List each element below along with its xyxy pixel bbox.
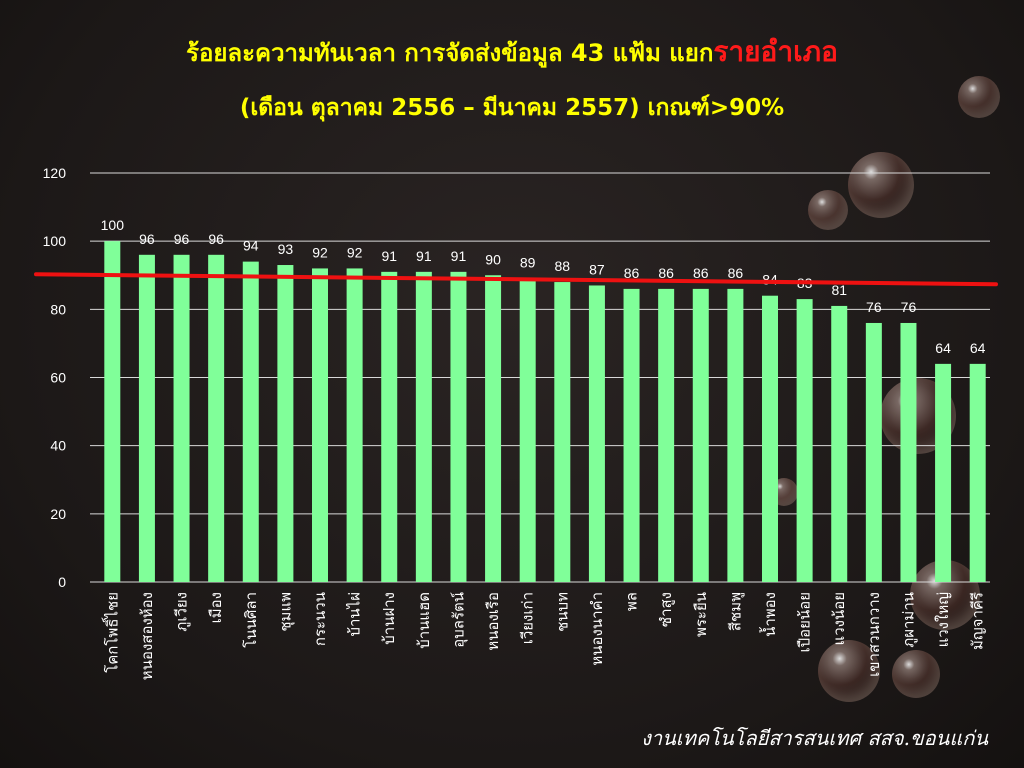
x-tick-label: บ้านไผ่ bbox=[346, 592, 364, 637]
data-label: 86 bbox=[728, 265, 744, 281]
bar bbox=[138, 254, 155, 583]
bar bbox=[450, 271, 467, 582]
x-tick-label: ภูผาม่าน bbox=[899, 592, 917, 648]
bubble-decoration bbox=[958, 76, 1000, 118]
x-tick-label: อุบลรัตน์ bbox=[449, 592, 468, 648]
data-label: 91 bbox=[416, 248, 432, 264]
bar bbox=[312, 268, 328, 582]
bar bbox=[104, 241, 121, 582]
title-highlight: รายอำเภอ bbox=[713, 35, 838, 68]
chart-subtitle: (เดือน ตุลาคม 2556 – มีนาคม 2557) เกณฑ์>… bbox=[239, 95, 785, 121]
data-label: 90 bbox=[485, 251, 501, 267]
y-tick-label: 80 bbox=[50, 301, 66, 317]
data-label: 91 bbox=[381, 248, 397, 264]
bar bbox=[658, 288, 675, 582]
bubble-decoration bbox=[818, 640, 880, 702]
data-label: 96 bbox=[139, 231, 155, 247]
x-tick-label: เปือยน้อย bbox=[796, 592, 814, 653]
bar bbox=[485, 275, 502, 582]
x-tick-label: หนองนาคำ bbox=[588, 592, 606, 666]
x-tick-label: หนองสองห้อง bbox=[138, 592, 156, 680]
x-tick-label: น้ำพอง bbox=[759, 592, 779, 637]
y-tick-label: 20 bbox=[50, 506, 66, 522]
data-label: 96 bbox=[208, 231, 224, 247]
bar bbox=[415, 271, 432, 582]
data-label: 92 bbox=[347, 244, 363, 260]
x-tick-label: โนนศิลา bbox=[242, 592, 260, 648]
bar bbox=[865, 322, 882, 582]
bar bbox=[969, 363, 986, 582]
x-tick-label: เมือง bbox=[207, 592, 225, 623]
bar bbox=[935, 363, 952, 582]
bar bbox=[831, 305, 848, 582]
y-tick-label: 40 bbox=[50, 438, 66, 454]
data-label: 84 bbox=[762, 272, 778, 288]
data-label: 92 bbox=[312, 244, 328, 260]
data-label: 86 bbox=[693, 265, 709, 281]
data-label: 76 bbox=[901, 299, 917, 315]
bar bbox=[900, 322, 917, 582]
bar bbox=[208, 254, 225, 583]
data-label: 93 bbox=[278, 241, 294, 257]
bar bbox=[346, 268, 363, 582]
bar bbox=[623, 288, 640, 582]
bar bbox=[796, 299, 813, 582]
x-tick-label: มัญจาคีรี bbox=[969, 592, 987, 650]
target-line bbox=[34, 272, 998, 287]
data-label: 86 bbox=[624, 265, 640, 281]
data-label: 100 bbox=[101, 217, 125, 233]
y-tick-label: 120 bbox=[43, 165, 67, 181]
x-tick-label: พระยืน bbox=[692, 592, 710, 637]
data-label: 89 bbox=[520, 255, 536, 271]
bubble-decoration bbox=[808, 190, 848, 230]
y-tick-label: 0 bbox=[58, 574, 66, 590]
bar bbox=[519, 278, 536, 582]
data-label: 76 bbox=[866, 299, 882, 315]
bar bbox=[692, 288, 709, 582]
x-tick-label: เวียงเก่า bbox=[519, 592, 537, 644]
x-tick-label: บ้านแฮด bbox=[415, 592, 433, 649]
data-label: 96 bbox=[174, 231, 190, 247]
bar bbox=[381, 271, 398, 582]
data-label: 86 bbox=[658, 265, 674, 281]
x-tick-label: ชนบท bbox=[553, 592, 571, 632]
footer-credit: งานเทคโนโลยีสารสนเทศ สสจ.ขอนแก่น bbox=[641, 726, 988, 750]
data-label: 64 bbox=[970, 340, 986, 356]
title-text: ร้อยละความทันเวลา การจัดส่งข้อมูล 43 แฟ้… bbox=[186, 39, 714, 67]
bar bbox=[588, 285, 605, 582]
bar bbox=[554, 282, 571, 582]
data-label: 94 bbox=[243, 238, 259, 254]
x-tick-label: ซำสูง bbox=[657, 592, 675, 627]
data-label: 81 bbox=[831, 282, 847, 298]
x-tick-label: สีชมพู bbox=[726, 592, 744, 631]
x-tick-label: โคกโพธิ์ไชย bbox=[101, 592, 121, 673]
bar bbox=[242, 261, 259, 582]
chart-title: ร้อยละความทันเวลา การจัดส่งข้อมูล 43 แฟ้… bbox=[0, 30, 1024, 74]
x-tick-label: พล bbox=[623, 592, 641, 611]
x-tick-label: หนองเรือ bbox=[484, 592, 502, 651]
y-tick-label: 60 bbox=[50, 370, 66, 386]
bar bbox=[173, 254, 190, 583]
data-label: 88 bbox=[555, 258, 571, 274]
x-tick-label: แวงน้อย bbox=[830, 592, 848, 645]
bubble-decoration bbox=[848, 152, 914, 218]
data-label: 64 bbox=[935, 340, 951, 356]
bar bbox=[762, 295, 778, 582]
x-tick-label: บ้านฝาง bbox=[380, 592, 398, 645]
x-tick-label: เขาสวนกวาง bbox=[865, 592, 883, 677]
x-tick-label: ชุมแพ bbox=[276, 592, 295, 632]
data-label: 87 bbox=[589, 261, 605, 277]
x-tick-label: แวงใหญ่ bbox=[934, 592, 952, 647]
x-tick-label: ภูเวียง bbox=[173, 592, 191, 632]
bubble-decoration bbox=[892, 650, 940, 698]
data-label: 91 bbox=[451, 248, 467, 264]
y-tick-label: 100 bbox=[43, 233, 67, 249]
bar bbox=[277, 265, 294, 582]
bar bbox=[727, 288, 744, 582]
x-tick-label: กระนวน bbox=[311, 592, 329, 646]
